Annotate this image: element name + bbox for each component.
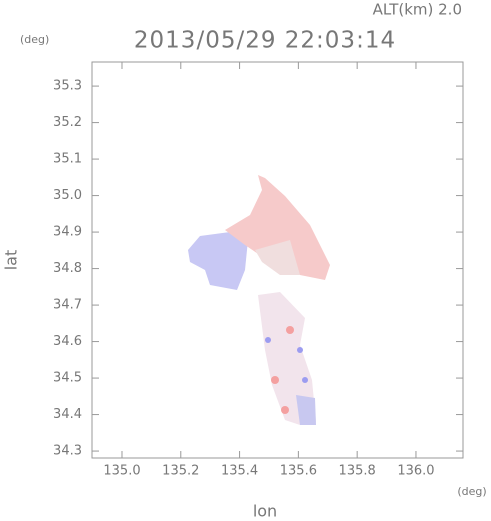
- echo-blob: [258, 292, 316, 425]
- x-tick-label: 135.0: [103, 464, 140, 479]
- x-axis-label: lon: [253, 502, 277, 521]
- echo-cell: [271, 376, 279, 384]
- y-tick-label: 34.3: [53, 444, 82, 459]
- echo-blob: [255, 240, 300, 275]
- chart-title: 2013/05/29 22:03:14: [134, 28, 396, 54]
- echo-field: [188, 175, 330, 425]
- y-tick-label: 35.3: [53, 79, 82, 94]
- echo-blob: [225, 175, 330, 280]
- echo-cell: [297, 347, 303, 353]
- y-tick-label: 35.1: [53, 152, 82, 167]
- x-tick-label: 135.4: [221, 464, 258, 479]
- y-tick-label: 34.5: [53, 371, 82, 386]
- echo-cell: [302, 377, 308, 383]
- y-tick-label: 34.8: [53, 261, 82, 276]
- x-tick-label: 135.2: [162, 464, 199, 479]
- echo-cell: [281, 406, 289, 414]
- y-tick-label: 34.9: [53, 225, 82, 240]
- x-tick-label: 135.8: [339, 464, 376, 479]
- x-unit: (deg): [457, 485, 486, 498]
- y-unit: (deg): [20, 33, 49, 46]
- chart-subtitle: ALT(km) 2.0: [373, 1, 462, 19]
- x-tick-label: 135.6: [280, 464, 317, 479]
- y-tick-label: 34.7: [53, 298, 82, 313]
- x-tick-label: 136.0: [397, 464, 434, 479]
- y-tick-label: 34.6: [53, 334, 82, 349]
- plot-frame: [91, 61, 464, 459]
- y-axis-label: lat: [2, 250, 21, 271]
- echo-blob: [296, 395, 316, 425]
- y-tick-label: 35.2: [53, 115, 82, 130]
- echo-cell: [286, 326, 294, 334]
- y-tick-label: 35.0: [53, 188, 82, 203]
- y-tick-label: 34.4: [53, 407, 82, 422]
- echo-cell: [265, 337, 271, 343]
- echo-blob: [188, 232, 248, 290]
